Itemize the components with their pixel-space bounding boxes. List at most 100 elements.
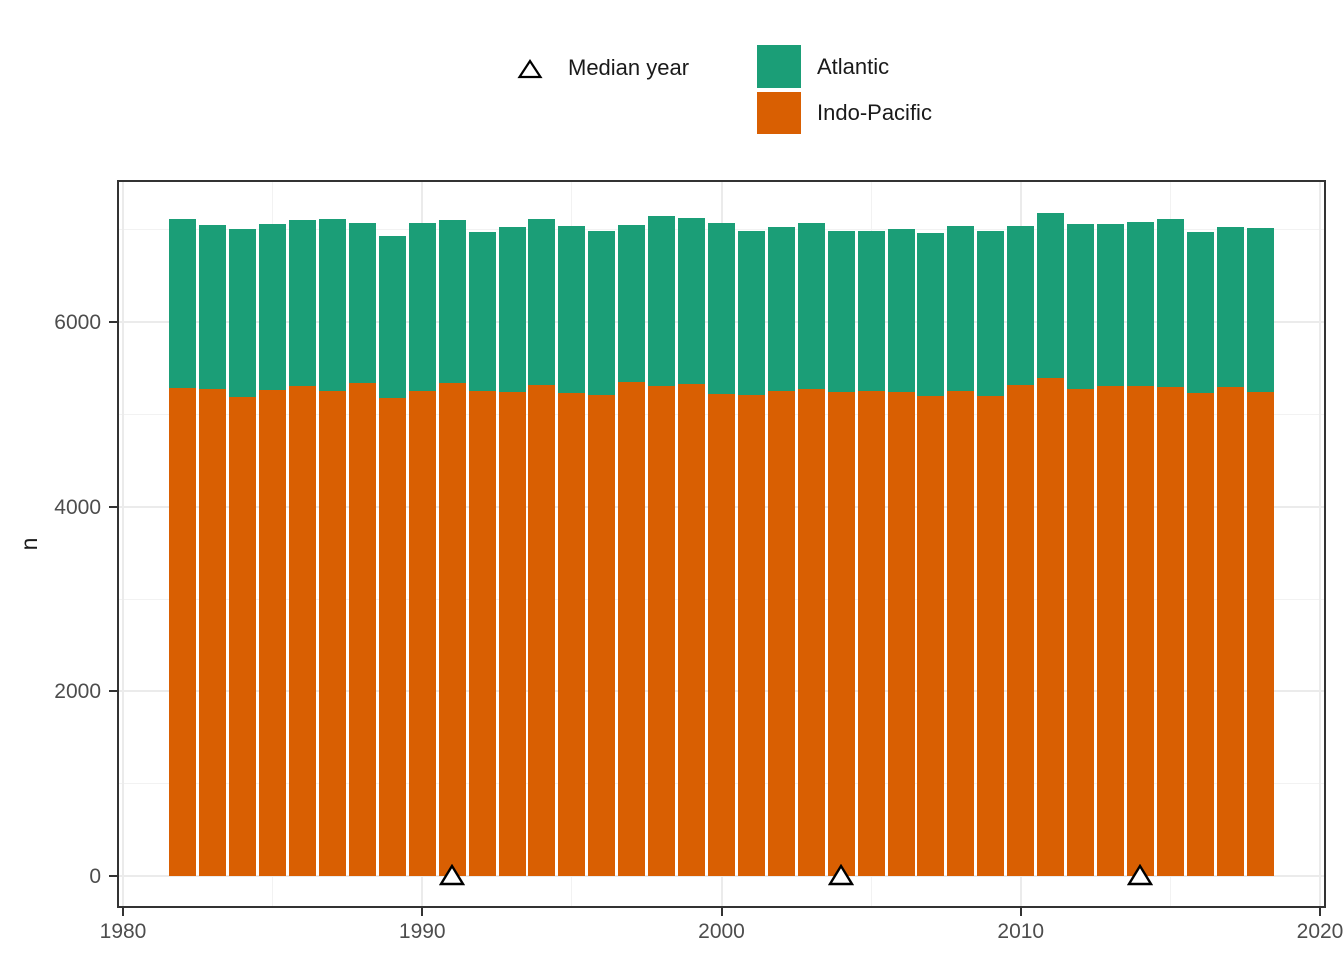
x-tick-label-2000: 2000 [698, 920, 745, 943]
y-tick-label-2000: 2000 [54, 680, 101, 704]
bar-segment-atlantic-2017 [1216, 226, 1244, 388]
median-year-marker-1991 [439, 863, 466, 886]
y-tick-label-4000: 4000 [54, 495, 101, 519]
legend-swatch-atlantic [757, 45, 801, 88]
x-tick-label-1990: 1990 [398, 920, 446, 943]
bar-segment-indo-pacific-1984 [229, 396, 257, 876]
bar-segment-indo-pacific-2010 [1007, 385, 1035, 876]
bar-segment-atlantic-1996 [588, 230, 616, 395]
bar-segment-indo-pacific-1988 [348, 383, 376, 876]
y-tick-mark-2000 [109, 690, 117, 693]
legend-swatch-indo-pacific [757, 92, 801, 134]
y-axis-title: n [16, 537, 42, 551]
bar-segment-indo-pacific-1998 [648, 386, 676, 876]
bar-segment-indo-pacific-1991 [438, 382, 466, 876]
bar-segment-atlantic-2005 [857, 230, 885, 392]
bar-segment-indo-pacific-2017 [1216, 387, 1244, 876]
bar-segment-indo-pacific-2014 [1126, 386, 1154, 876]
bar-segment-indo-pacific-1993 [498, 392, 526, 876]
x-tick-mark-2010 [1019, 908, 1022, 916]
bar-segment-atlantic-2000 [708, 222, 735, 395]
x-tick-mark-1980 [122, 908, 124, 916]
bar-segment-atlantic-1990 [408, 222, 436, 392]
bar-segment-atlantic-2003 [797, 222, 825, 390]
bar-segment-atlantic-2016 [1186, 231, 1214, 394]
bar-segment-indo-pacific-1987 [318, 391, 346, 876]
x-tick-mark-2020 [1319, 908, 1321, 916]
bar-segment-indo-pacific-2015 [1156, 387, 1184, 876]
legend-label-median-year: Median year [568, 55, 690, 80]
bar-segment-indo-pacific-2008 [947, 391, 975, 876]
median-year-marker-2014 [1127, 863, 1154, 886]
bar-segment-atlantic-1988 [348, 222, 376, 384]
bar-segment-atlantic-2009 [977, 230, 1005, 397]
bar-segment-indo-pacific-2018 [1246, 392, 1274, 876]
bar-segment-atlantic-2006 [887, 228, 915, 393]
bar-segment-atlantic-1992 [468, 231, 496, 392]
bar-segment-indo-pacific-2013 [1097, 386, 1125, 876]
legend-label-indo-pacific: Indo-Pacific [817, 100, 932, 125]
bar-segment-indo-pacific-2004 [827, 392, 855, 876]
bar-segment-atlantic-1998 [648, 215, 676, 387]
x-tick-mark-1990 [421, 908, 424, 916]
bar-segment-indo-pacific-2012 [1067, 389, 1095, 876]
x-tick-label-1980: 1980 [99, 920, 147, 943]
gridline-x-major [1319, 182, 1321, 906]
bar-segment-atlantic-2014 [1126, 221, 1154, 387]
bar-segment-atlantic-2004 [827, 230, 855, 393]
bar-segment-atlantic-1994 [528, 219, 556, 386]
bar-segment-atlantic-1985 [259, 224, 287, 391]
bar-segment-indo-pacific-1985 [259, 390, 287, 876]
bar-segment-atlantic-2002 [767, 226, 795, 392]
bar-segment-atlantic-1983 [199, 225, 227, 390]
bar-segment-atlantic-1995 [558, 225, 586, 394]
bar-segment-atlantic-2007 [917, 232, 945, 397]
bar-segment-atlantic-2018 [1246, 227, 1274, 393]
bar-segment-indo-pacific-2016 [1186, 393, 1214, 876]
bar-segment-indo-pacific-1982 [169, 387, 197, 876]
bar-segment-indo-pacific-1996 [588, 394, 616, 876]
y-tick-label-6000: 6000 [54, 311, 101, 334]
x-tick-mark-2000 [720, 908, 723, 916]
bar-segment-indo-pacific-2003 [797, 389, 825, 876]
bar-segment-atlantic-2012 [1067, 223, 1095, 390]
bar-segment-atlantic-1989 [378, 235, 406, 399]
median-year-marker-2004 [828, 863, 855, 886]
gridline-x-major [122, 182, 124, 906]
bar-segment-atlantic-2010 [1007, 225, 1035, 386]
bar-segment-indo-pacific-1997 [618, 382, 646, 876]
x-tick-label-2010: 2010 [997, 920, 1045, 943]
bar-segment-atlantic-1984 [229, 228, 257, 397]
bar-segment-indo-pacific-1989 [378, 398, 406, 876]
bar-segment-atlantic-1987 [318, 218, 346, 392]
bar-segment-atlantic-1993 [498, 226, 526, 393]
y-tick-mark-4000 [109, 505, 117, 508]
bar-segment-indo-pacific-2006 [887, 392, 915, 876]
bar-segment-atlantic-2001 [737, 230, 765, 395]
x-tick-label-2020: 2020 [1296, 920, 1344, 943]
bar-segment-indo-pacific-1986 [289, 385, 317, 876]
bar-segment-indo-pacific-1994 [528, 385, 556, 876]
bar-segment-atlantic-2013 [1097, 223, 1125, 387]
bar-segment-indo-pacific-2005 [857, 391, 885, 876]
bar-segment-atlantic-1999 [678, 217, 706, 384]
bar-segment-indo-pacific-1992 [468, 391, 496, 876]
bar-segment-indo-pacific-2000 [708, 394, 735, 876]
bar-segment-atlantic-1986 [289, 220, 317, 386]
bar-segment-indo-pacific-1983 [199, 389, 227, 876]
y-tick-mark-0 [109, 875, 117, 877]
median-year-triangle-icon [517, 58, 543, 79]
bar-segment-indo-pacific-2002 [767, 391, 795, 876]
y-tick-mark-6000 [109, 321, 117, 323]
bar-segment-indo-pacific-1995 [558, 393, 586, 876]
bar-segment-atlantic-1982 [169, 218, 197, 388]
bar-segment-indo-pacific-2007 [917, 396, 945, 876]
bar-segment-indo-pacific-1999 [678, 383, 706, 876]
legend-label-atlantic: Atlantic [817, 54, 890, 79]
bar-segment-indo-pacific-1990 [408, 391, 436, 876]
bar-segment-atlantic-2011 [1037, 212, 1065, 379]
bar-segment-indo-pacific-2001 [737, 394, 765, 876]
bar-segment-atlantic-1991 [438, 220, 466, 383]
bar-segment-indo-pacific-2009 [977, 396, 1005, 876]
